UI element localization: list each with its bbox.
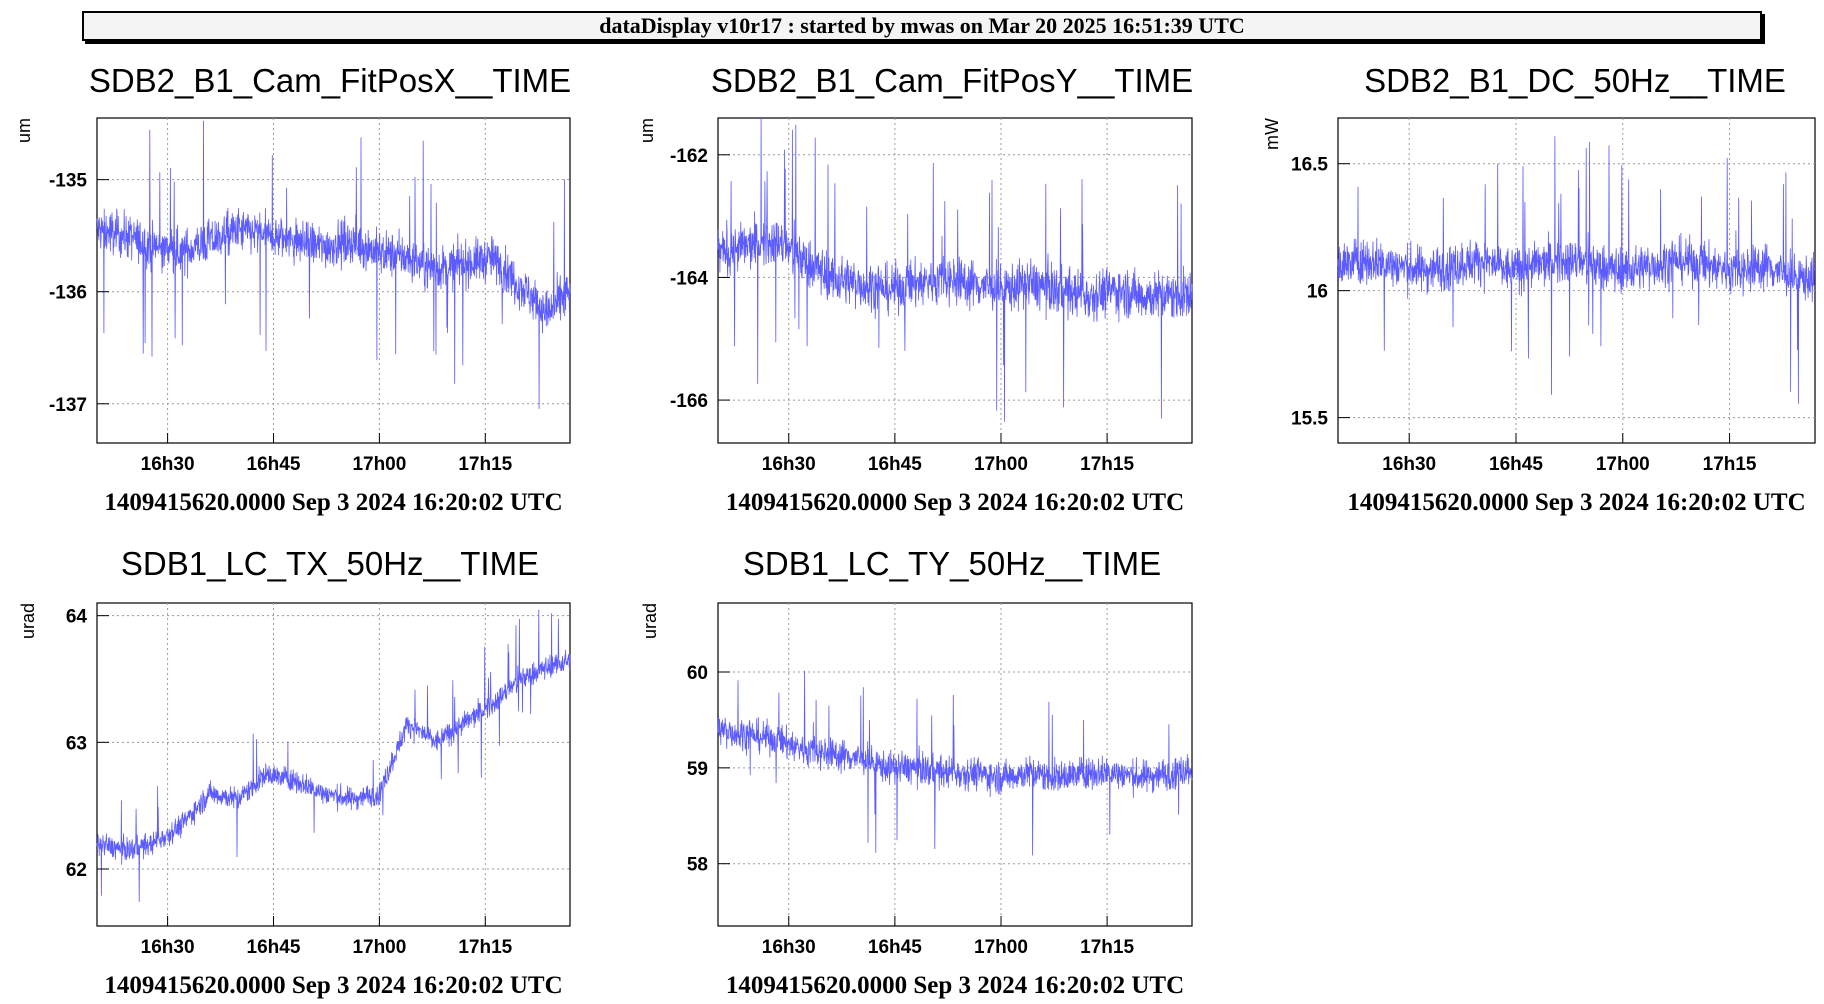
plot-frame	[96, 117, 571, 444]
y-tick-label: 64	[66, 607, 88, 628]
x-tick-label: 16h45	[247, 454, 301, 475]
y-axis-label: um	[14, 118, 34, 143]
chart-title: SDB2_B1_DC_50Hz__TIME	[1364, 62, 1786, 99]
y-axis-label: um	[637, 118, 657, 143]
x-tick-label: 16h45	[868, 937, 922, 958]
series-trace	[96, 609, 571, 902]
y-tick-label: 16	[1307, 282, 1328, 303]
y-tick-label: -162	[670, 146, 708, 167]
x-tick-label: 17h15	[1080, 937, 1134, 958]
x-tick-label: 17h15	[1080, 454, 1134, 475]
y-tick-label: 59	[687, 759, 708, 780]
chart-footer-timestamp: 1409415620.0000 Sep 3 2024 16:20:02 UTC	[104, 972, 562, 999]
series-trace	[96, 120, 571, 409]
x-tick-label: 17h00	[1596, 454, 1650, 475]
header-banner: dataDisplay v10r17 : started by mwas on …	[82, 11, 1762, 41]
x-tick-label: 16h30	[762, 937, 816, 958]
y-axis-label: urad	[640, 603, 660, 639]
chart-footer-timestamp: 1409415620.0000 Sep 3 2024 16:20:02 UTC	[726, 972, 1184, 999]
chart-panel-3: 16h30 16h45 17h00 17h15 16.5 16 15.5 SDB2_B1_DC…	[1262, 62, 1816, 516]
x-tick-label: 16h30	[141, 937, 195, 958]
chart-footer-timestamp: 1409415620.0000 Sep 3 2024 16:20:02 UTC	[104, 489, 562, 516]
y-tick-label: 16.5	[1291, 155, 1328, 176]
chart-title: SDB1_LC_TX_50Hz__TIME	[121, 545, 539, 582]
x-tick-label: 16h30	[141, 454, 195, 475]
x-tick-label: 17h00	[352, 454, 406, 475]
plot-frame	[717, 602, 1193, 927]
series-trace	[717, 670, 1193, 856]
x-tick-label: 16h45	[868, 454, 922, 475]
x-tick-label: 17h00	[974, 454, 1028, 475]
chart-title: SDB1_LC_TY_50Hz__TIME	[743, 545, 1161, 582]
y-tick-label: -135	[49, 171, 87, 192]
chart-panel-5: 16h30 16h45 17h00 17h15 60 59 58 SDB1_LC_TY_50H…	[640, 545, 1193, 999]
y-tick-label: 62	[66, 860, 87, 881]
chart-panel-2: 16h30 16h45 17h00 17h15 -162 -164 -166 SDB2_B1_…	[637, 62, 1193, 516]
y-tick-label: -166	[670, 391, 708, 412]
x-tick-label: 17h00	[352, 937, 406, 958]
x-tick-label: 17h15	[1703, 454, 1757, 475]
chart-footer-timestamp: 1409415620.0000 Sep 3 2024 16:20:02 UTC	[1347, 489, 1805, 516]
x-tick-label: 17h15	[458, 454, 512, 475]
y-tick-label: 60	[687, 663, 708, 684]
chart-title: SDB2_B1_Cam_FitPosY__TIME	[711, 62, 1193, 99]
chart-footer-timestamp: 1409415620.0000 Sep 3 2024 16:20:02 UTC	[726, 489, 1184, 516]
x-tick-label: 16h30	[762, 454, 816, 475]
series-trace	[717, 117, 1193, 422]
y-tick-label: -164	[670, 268, 708, 289]
chart-panel-4: 16h30 16h45 17h00 17h15 64 63 62 SDB1_LC_TX_50H…	[18, 545, 571, 999]
y-tick-label: 58	[687, 855, 708, 876]
x-tick-label: 16h45	[1489, 454, 1543, 475]
y-axis-label: urad	[18, 603, 38, 639]
chart-title: SDB2_B1_Cam_FitPosX__TIME	[89, 62, 571, 99]
x-tick-label: 17h15	[458, 937, 512, 958]
x-tick-label: 16h30	[1382, 454, 1436, 475]
chart-panel-1: 16h30 16h45 17h00 17h15 -135 -136 -137 SDB2_B1_…	[14, 62, 571, 516]
y-tick-label: 63	[66, 733, 87, 754]
plot-frame	[96, 602, 571, 927]
series-trace	[1337, 136, 1816, 404]
x-tick-label: 17h00	[974, 937, 1028, 958]
y-tick-label: -137	[49, 395, 87, 416]
x-tick-label: 16h45	[247, 937, 301, 958]
y-tick-label: -136	[49, 283, 87, 304]
y-tick-label: 15.5	[1291, 409, 1328, 430]
y-axis-label: mW	[1262, 118, 1282, 150]
